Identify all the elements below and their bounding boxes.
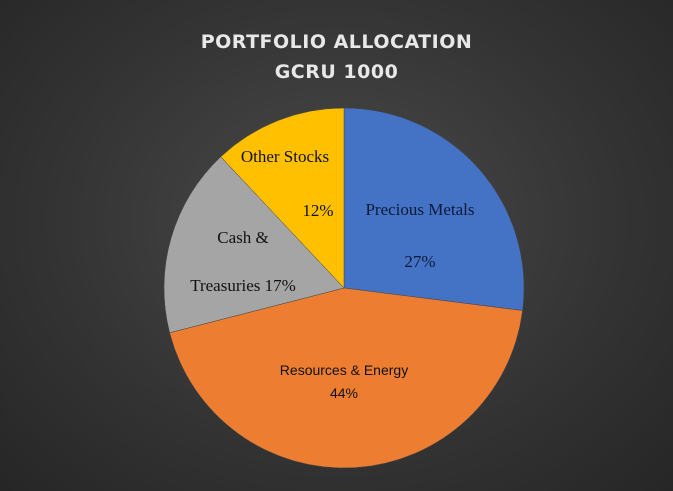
slice-label: Cash & Treasuries 17% [181,214,306,310]
category-label: Precious Metals [365,200,475,219]
value-label: 17% [264,276,296,295]
category-label: Resources & Energy [279,362,409,378]
category-label: Cash & Treasuries [190,228,269,295]
pie-slice [169,287,523,469]
category-label: Other Stocks [240,147,330,166]
chart-subtitle: GCRU 1000 [274,61,399,83]
value-label: 44% [329,385,359,401]
pie-slice [220,107,345,289]
chart-title: PORTFOLIO ALLOCATION [200,31,473,53]
pie-slice [343,107,525,311]
pie-slice [163,156,345,334]
value-label: 12% [302,201,334,220]
value-label: 27% [404,252,436,271]
